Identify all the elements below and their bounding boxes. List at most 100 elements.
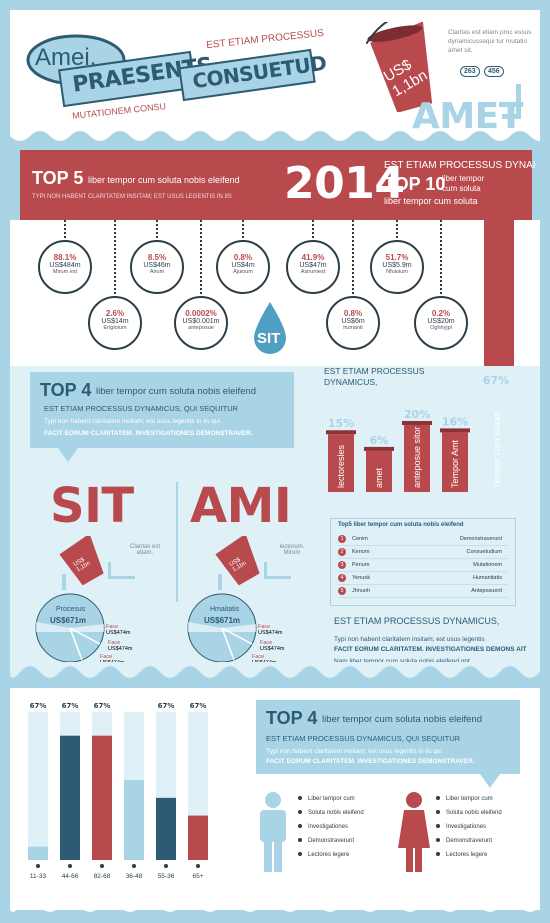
connector	[114, 220, 116, 298]
chart-bar	[156, 797, 176, 860]
chart-value-label: 67%	[94, 702, 111, 710]
ami-title: AMI	[190, 478, 292, 534]
sit-title: SIT	[50, 478, 134, 534]
stat-circle: 2.6% US$14m Ertgioium	[88, 296, 142, 350]
legend-item: Demonstraverunt	[436, 838, 492, 844]
top4-text: liber tempor cum soluta nobis eleifend	[96, 386, 257, 397]
water-drop-icon	[254, 302, 286, 354]
small-bucket-icon	[215, 536, 260, 590]
top4-title: TOP 4	[40, 380, 92, 400]
pie-left-value: US$671m	[50, 616, 87, 625]
top4-bold: FACIT EORUM CLARITATEM. INVESTIGATIONES …	[44, 430, 253, 437]
pie-right-value: US$671m	[204, 616, 241, 625]
lectorum-text: lectorum. Mirum	[279, 544, 305, 556]
callout-tail	[480, 774, 500, 788]
chart-value-label: 20%	[404, 408, 430, 421]
chart-bar-cap	[364, 446, 394, 451]
legend-item: Liber tempor cum	[298, 796, 355, 802]
legend-item: Investigationes	[298, 824, 348, 830]
top4-title-2: TOP 4	[266, 708, 318, 728]
chart-category-label: Tempor Amt	[450, 439, 460, 488]
female-icon	[398, 792, 430, 872]
sit-ami-divider	[176, 482, 178, 602]
chart-bar	[442, 432, 468, 492]
top5-label: TOP 5	[32, 168, 84, 188]
list-item: 3 Penum Mutationem	[338, 560, 508, 572]
top4-bold-2: FACIT EORUM CLARITATEM. INVESTIGATIONES …	[266, 758, 475, 765]
top10-line2: cum soluta	[442, 184, 481, 193]
top4-desc: Typi non habent claritatem insitam; est …	[44, 418, 220, 425]
legend-item: Soluta nobis eleifend	[298, 810, 364, 816]
drop-text: SIT	[257, 330, 281, 347]
connector	[312, 220, 314, 242]
est-block-title: EST ETIAM PROCESSUS DYNAMICUS,	[334, 616, 500, 626]
stat-circle: 0.0002% US$0.001m anteposue	[174, 296, 228, 350]
year-2014: 2014	[284, 158, 405, 209]
counter-b: 456	[484, 66, 504, 77]
chart-bar	[404, 424, 430, 492]
chart-bar	[188, 815, 208, 860]
stat-circle: 8.5% US$46m Airum	[130, 240, 184, 294]
list-item: 2 Kenom Consuetudium	[338, 547, 508, 559]
chart-category-label: 65+	[192, 873, 203, 880]
chart-dot	[132, 864, 136, 868]
clantas-text: Clantas est etiam.	[129, 544, 160, 556]
chart-dot	[100, 864, 104, 868]
typi-text: TYPI NON HABENT CLARITATEM INSITAM; EST …	[32, 194, 232, 200]
footer-wave	[10, 896, 540, 912]
top4-desc-2: Typi non habent claritatem insitam; est …	[266, 748, 442, 755]
chart-bar	[28, 846, 48, 860]
legend-item: Investigationes	[436, 824, 486, 830]
chart-category-label: amet	[374, 467, 384, 488]
top10-line1: liber tempor	[442, 174, 485, 183]
connector	[440, 220, 442, 298]
top4-sub: EST ETIAM PROCESSUS DYNAMICUS, QUI SEQUI…	[44, 404, 239, 413]
claritas-text: Claritas est etiam proc essus dynamicuss…	[448, 29, 532, 54]
chart-category-label: 55-36	[158, 873, 175, 880]
top10-line3: liber tempor cum soluta	[384, 196, 478, 206]
chart-value-label: 67%	[158, 702, 175, 710]
chart-category-label: 36-48	[126, 873, 143, 880]
connector	[156, 220, 158, 242]
list-item: 4 Yenuok Humanitatis	[338, 573, 508, 585]
top5-list-box	[330, 518, 516, 606]
stat-circle: 0.8% US$6m humanit	[326, 296, 380, 350]
section-wave	[10, 662, 540, 678]
list-item: 1 Cenim Demonstraverunt	[338, 534, 508, 546]
top10-label: TOP 10	[384, 174, 446, 194]
est-etiam-dynai: EST ETIAM PROCESSUS DYNAI	[384, 160, 536, 171]
top5-text: liber tempor cum soluta nobis eleifend	[88, 175, 240, 185]
bar-chart-2: 67% 11-33 67% 44-66 67% 82-68 36-48 67% 55-36 67%…	[28, 702, 208, 880]
chart-value-label: 67%	[483, 374, 509, 387]
chart-category-label: 44-66	[62, 873, 79, 880]
stat-circle: 51.7% US$5.9m Nfuioium	[370, 240, 424, 294]
pie-left-label: Procesus	[56, 606, 86, 613]
legend-item: Demonstraverunt	[298, 838, 354, 844]
male-icon	[260, 792, 286, 872]
connector	[352, 220, 354, 298]
chart-dot	[68, 864, 72, 868]
chart-category-label: anteposue sitor	[412, 426, 422, 488]
pie-right-label: Hmaitatis	[210, 606, 240, 613]
chart-bar	[328, 434, 354, 492]
chart1-title: EST ETIAM PROCESSUS DYNAMICUS,	[324, 366, 425, 387]
bar-chart-1: 15% lectoresles 6% amet 20% anteposue sitor 16…	[326, 374, 509, 492]
chart-bar-cap	[326, 430, 356, 435]
chart-value-label: 6%	[370, 434, 389, 447]
chart-bar	[92, 735, 112, 860]
legend-item: Lectores legere	[436, 852, 487, 858]
chart-dot	[164, 864, 168, 868]
list-item: 5 Jhnuoh Anteposuerit	[338, 586, 508, 598]
est-block-line1: Typi non habent claritatem insitam; est …	[334, 636, 485, 643]
connector	[64, 220, 66, 242]
stat-circle: 41.9% US$47m Asirumest	[286, 240, 340, 294]
est-block-line2: FACIT EORUM CLARITATEM. INVESTIGATIONES …	[334, 646, 527, 653]
callout-tail	[58, 448, 78, 462]
stat-circle: 0.2% US$20m Oghhyjpl	[414, 296, 468, 350]
flow-line	[264, 562, 291, 579]
pie-globe-left	[35, 593, 105, 663]
top4-callout	[30, 372, 294, 448]
chart-dot	[196, 864, 200, 868]
